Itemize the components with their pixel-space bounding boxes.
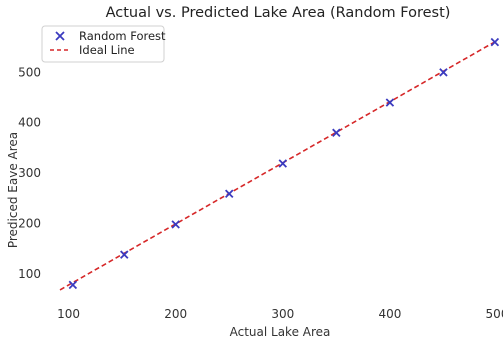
data-point: [278, 159, 288, 168]
data-point: [385, 98, 395, 107]
ideal-line: [59, 39, 498, 291]
chart-title: Actual vs. Predicted Lake Area (Random F…: [106, 5, 451, 21]
data-point: [439, 68, 448, 77]
y-axis-label: Prediced Eave Area: [6, 132, 20, 248]
data-point: [490, 37, 500, 47]
y-tick-label: 100: [18, 267, 41, 281]
data-point: [224, 189, 234, 198]
data-point: [332, 128, 341, 138]
y-tick-label: 300: [18, 166, 41, 180]
x-tick-label: 500: [486, 307, 503, 321]
legend-marker-random-forest: [55, 31, 65, 41]
data-point: [171, 220, 180, 229]
x-axis-label-group: Actual Lake Area: [230, 325, 331, 339]
x-tick-label: 100: [57, 307, 80, 321]
y-tick-label: 200: [18, 216, 41, 230]
legend-label-ideal-line: Ideal Line: [79, 43, 135, 57]
legend-frame: [41, 25, 165, 63]
data-point: [120, 250, 129, 259]
legend-label-random-forest: Random Forest: [79, 29, 166, 43]
data-point: [68, 280, 78, 290]
plot-area: 100 200 300 400 500 100 200 300 400 500: [18, 37, 503, 321]
x-tick-label: 200: [164, 307, 187, 321]
x-axis-label: Actual Lake Area: [230, 325, 331, 339]
chart-title-group: Actual vs. Predicted Lake Area (Random F…: [106, 5, 451, 21]
x-tick-label: 300: [271, 307, 294, 321]
legend: Random Forest Ideal Line: [41, 25, 166, 63]
x-tick-label: 400: [378, 307, 401, 321]
y-axis-label-group: Prediced Eave Area: [6, 132, 20, 248]
y-tick-label: 400: [18, 116, 41, 130]
y-tick-label: 500: [18, 65, 41, 79]
